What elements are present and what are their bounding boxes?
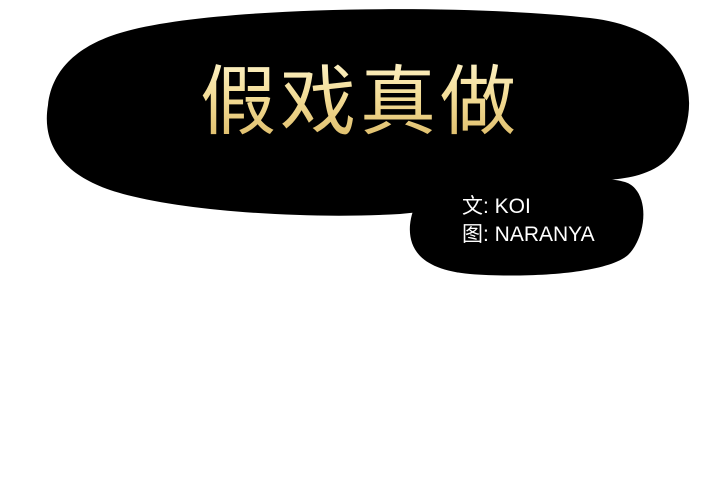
- credits-block: 文: KOI 图: NARANYA: [462, 193, 595, 249]
- blank-panel-area: [0, 290, 720, 500]
- credits-bubble: [409, 177, 644, 276]
- main-bubble: [46, 9, 690, 216]
- artist-credit: 图: NARANYA: [462, 223, 595, 246]
- speech-bubble-shape: [46, 9, 690, 276]
- title-banner: 假戏真做 文: KOI 图: NARANYA: [0, 9, 720, 276]
- writer-credit: 文: KOI: [462, 195, 531, 218]
- series-title: 假戏真做: [0, 52, 720, 152]
